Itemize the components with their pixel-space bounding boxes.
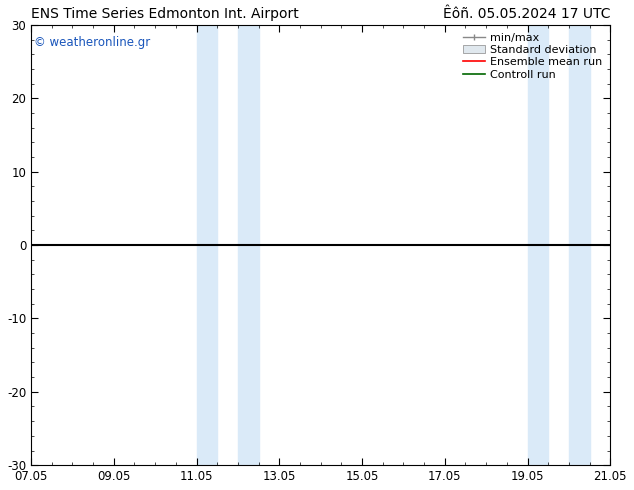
Legend: min/max, Standard deviation, Ensemble mean run, Controll run: min/max, Standard deviation, Ensemble me…	[460, 30, 605, 82]
Bar	[527, 25, 548, 465]
Bar	[197, 25, 217, 465]
Bar	[238, 25, 259, 465]
Bar	[569, 25, 590, 465]
Text: Êôñ. 05.05.2024 17 UTC: Êôñ. 05.05.2024 17 UTC	[443, 7, 611, 21]
Text: © weatheronline.gr: © weatheronline.gr	[34, 36, 150, 49]
Text: ENS Time Series Edmonton Int. Airport: ENS Time Series Edmonton Int. Airport	[31, 7, 299, 21]
